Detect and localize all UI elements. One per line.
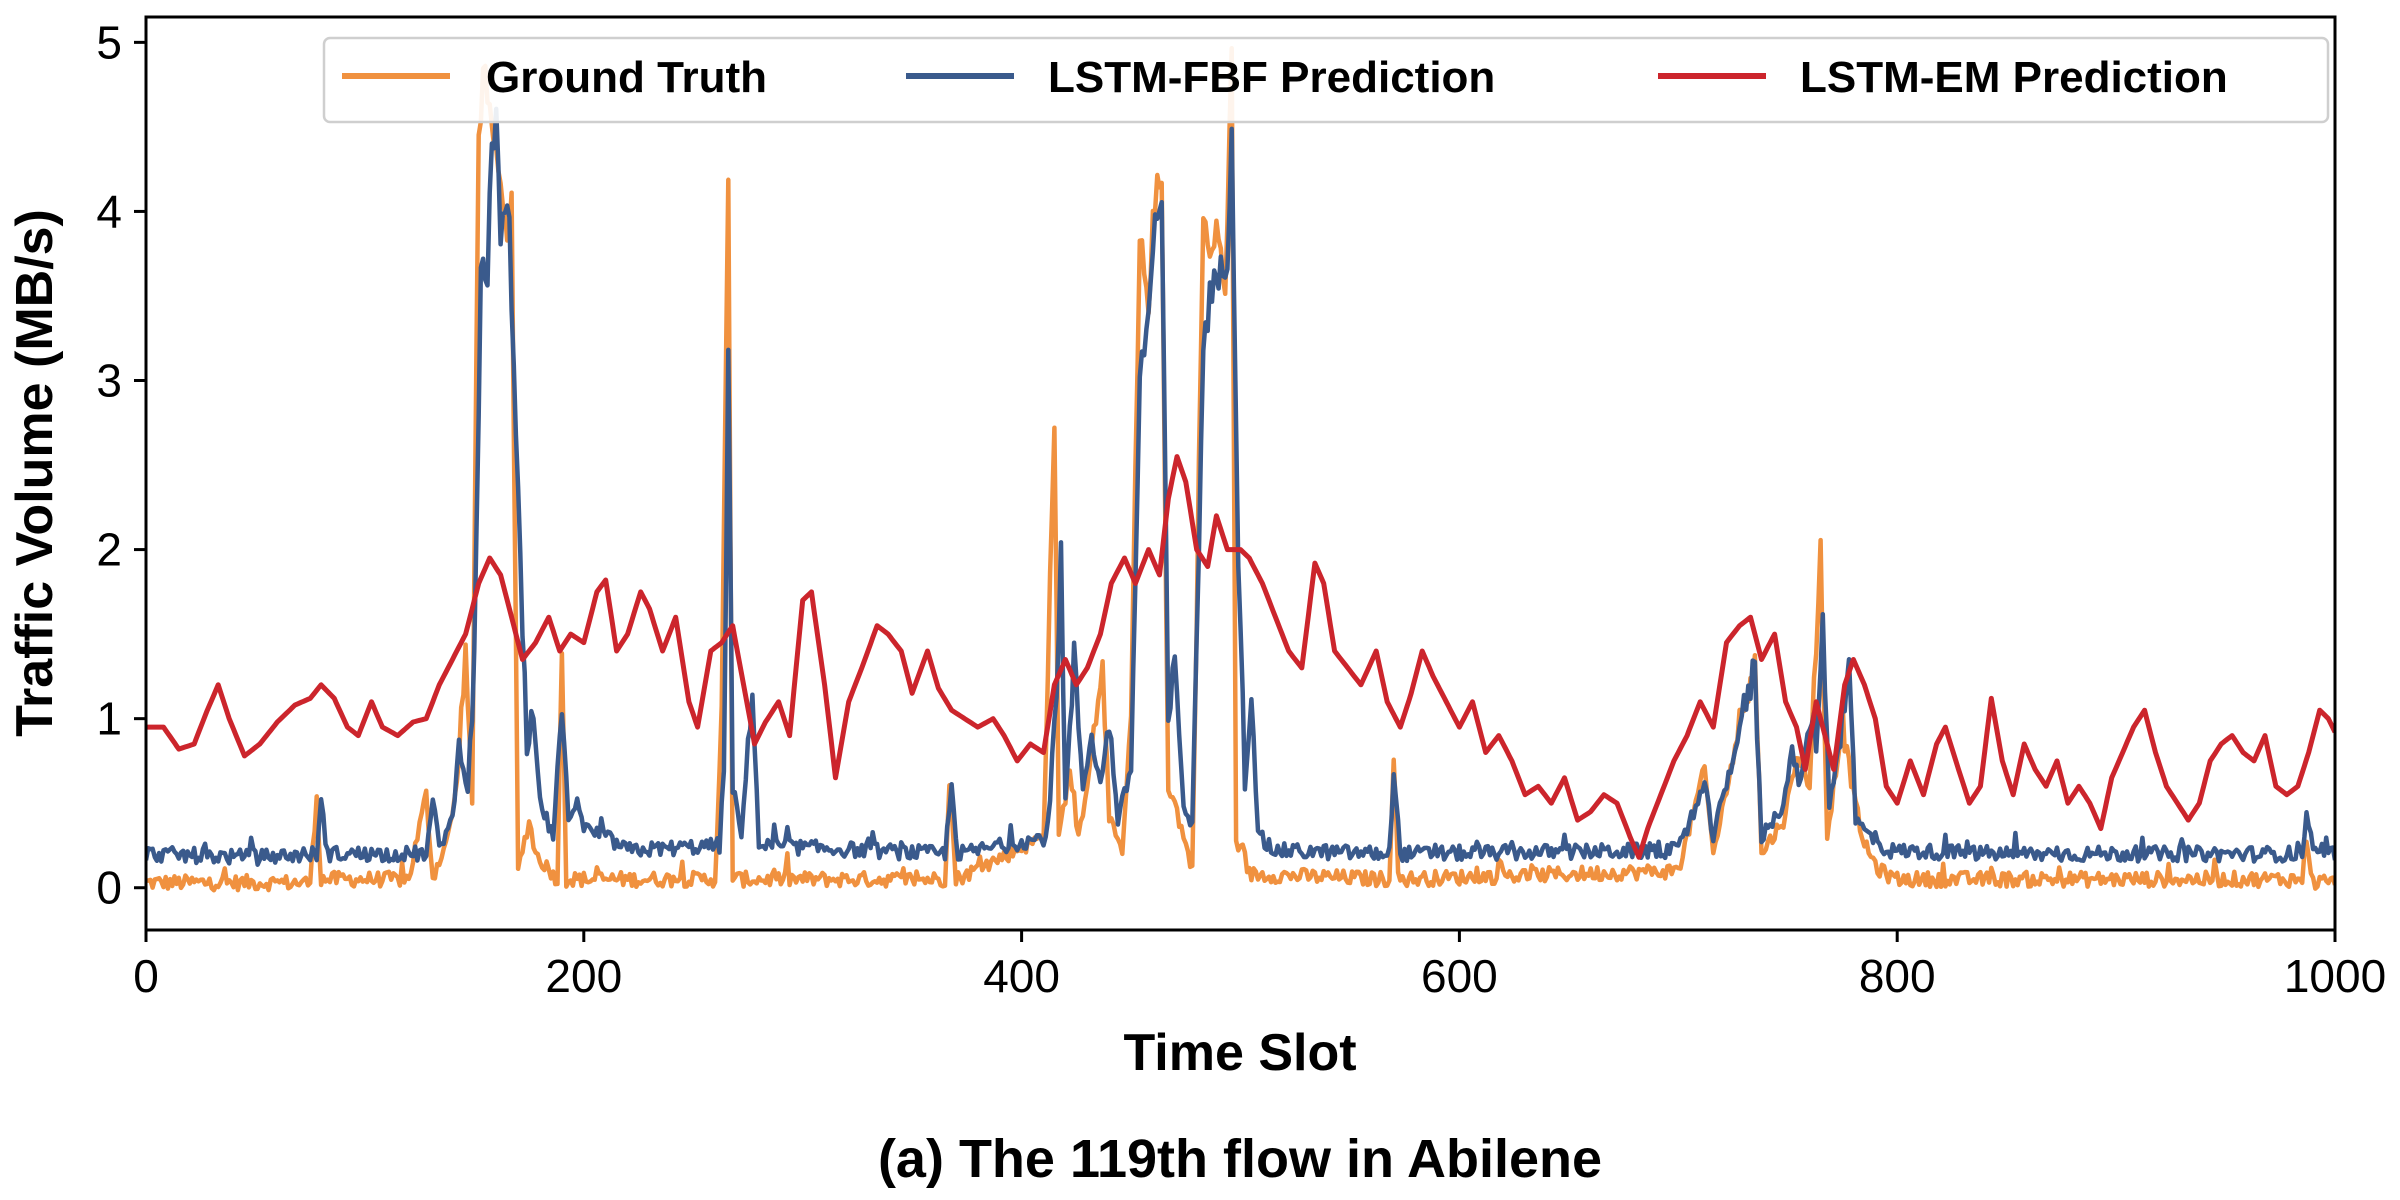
y-tick-label: 1 xyxy=(96,693,122,745)
y-tick-label: 0 xyxy=(96,862,122,914)
y-tick-label: 4 xyxy=(96,185,122,237)
legend-frame xyxy=(322,36,2330,124)
x-tick-label: 200 xyxy=(545,950,622,1002)
y-tick-label: 5 xyxy=(96,16,122,68)
figure-caption: (a) The 119th flow in Abilene xyxy=(878,1129,1602,1189)
series-layer xyxy=(146,46,2335,893)
y-tick-label: 2 xyxy=(96,524,122,576)
x-tick-label: 0 xyxy=(133,950,159,1002)
series-ground-truth xyxy=(146,46,2335,893)
plot-area-frame xyxy=(144,15,2337,932)
x-tick-label: 600 xyxy=(1421,950,1498,1002)
series-lstm-em-prediction xyxy=(146,454,2335,860)
legend: Ground Truth LSTM-FBF Prediction LSTM-EM… xyxy=(322,36,2330,124)
y-axis: 0 1 2 3 4 5 xyxy=(96,16,146,914)
legend-label-lstm-em: LSTM-EM Prediction xyxy=(1800,53,2228,102)
x-tick-label: 1000 xyxy=(2284,950,2386,1002)
legend-label-lstm-fbf: LSTM-FBF Prediction xyxy=(1048,53,1495,102)
x-tick-label: 800 xyxy=(1859,950,1936,1002)
series-lstm-fbf-prediction xyxy=(146,106,2335,867)
y-axis-title: Traffic Volume (MB/s) xyxy=(6,209,64,737)
x-tick-label: 400 xyxy=(983,950,1060,1002)
legend-label-ground-truth: Ground Truth xyxy=(486,53,767,102)
x-axis: 0 200 400 600 800 1000 xyxy=(133,930,2386,1002)
y-tick-label: 3 xyxy=(96,355,122,407)
x-axis-title: Time Slot xyxy=(1123,1024,1356,1082)
